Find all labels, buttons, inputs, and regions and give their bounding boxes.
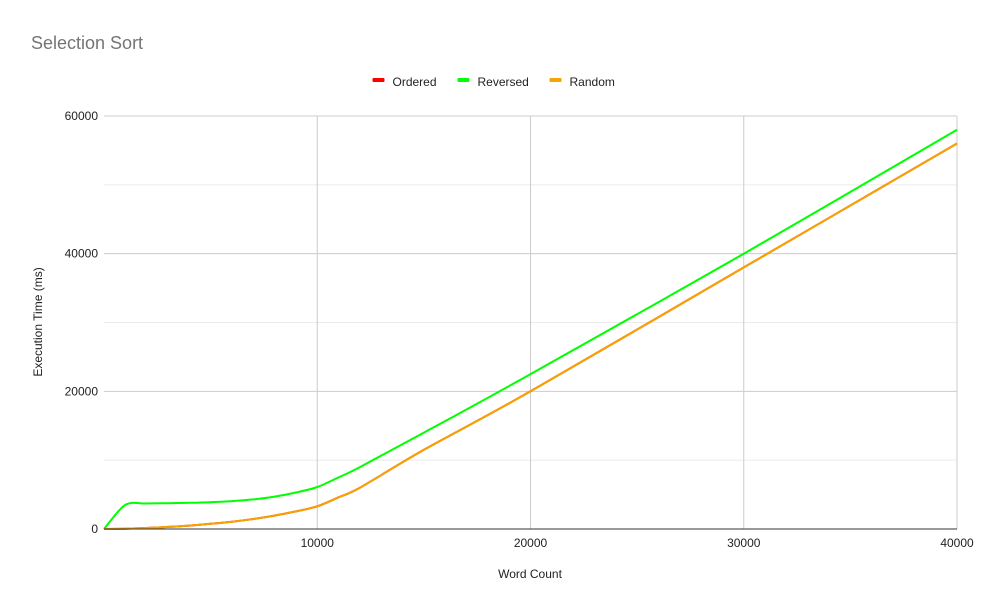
legend-label: Random [570,75,615,89]
y-axis-label: Execution Time (ms) [31,267,45,376]
legend-label: Reversed [478,75,529,89]
legend-swatch [549,78,562,82]
x-tick-label: 20000 [514,536,548,550]
y-tick-label: 0 [91,522,98,536]
axes: 0 20000 40000 60000 10000 20000 30000 40000 [65,109,974,550]
x-tick-label: 30000 [727,536,761,550]
legend-swatch [457,78,470,82]
x-tick-label: 10000 [301,536,335,550]
grid [104,115,958,529]
y-tick-label: 20000 [65,384,99,398]
series-layer [103,128,958,530]
legend-item-reversed[interactable]: Reversed [457,75,529,89]
legend-label: Ordered [393,75,437,89]
legend-swatch [372,78,385,82]
series-line-random [103,142,958,530]
legend-item-ordered[interactable]: Ordered [372,75,437,89]
x-axis-label: Word Count [498,567,562,581]
legend-item-random[interactable]: Random [549,75,615,89]
x-tick-label: 40000 [940,536,974,550]
series-line-reversed [103,128,958,530]
y-tick-label: 60000 [65,109,99,123]
chart-title: Selection Sort [31,33,143,53]
y-tick-label: 40000 [65,247,99,261]
legend: Ordered Reversed Random [372,75,615,89]
